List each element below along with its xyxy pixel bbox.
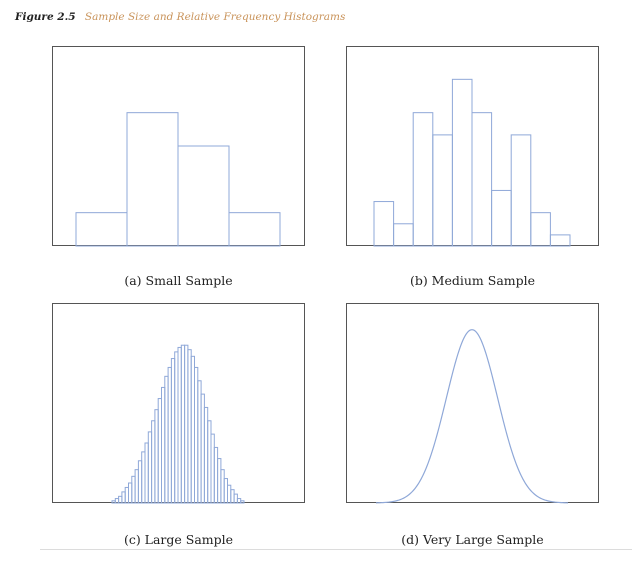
figure-caption: Figure 2.5 Sample Size and Relative Freq… (15, 11, 345, 23)
caption-large-sample: (c) Large Sample (123, 532, 234, 547)
panel-medium-sample (346, 46, 599, 247)
histogram-bar (530, 212, 551, 247)
density-curve (375, 329, 569, 504)
figure-label: Figure 2.5 (15, 11, 76, 23)
caption-very-large-sample: (d) Very Large Sample (401, 532, 544, 547)
histogram-bar (549, 234, 571, 247)
density-curve-very-large-sample (346, 303, 599, 504)
plot-frame (346, 303, 599, 503)
panel-small-sample (52, 46, 305, 247)
histogram-bar (471, 112, 493, 247)
histogram-bar (126, 112, 179, 247)
histogram-bar (412, 112, 434, 247)
histogram-small-sample (52, 46, 305, 247)
histogram-bar (228, 212, 281, 247)
panel-very-large-sample (346, 303, 599, 504)
histogram-medium-sample (346, 46, 599, 247)
bottom-divider (40, 549, 632, 550)
histogram-bar (177, 145, 230, 247)
caption-medium-sample: (b) Medium Sample (409, 273, 536, 288)
histogram-bar (75, 212, 128, 247)
panel-large-sample (52, 303, 305, 504)
histogram-bar (240, 500, 245, 504)
histogram-bar (491, 189, 512, 247)
histogram-bar (373, 201, 395, 247)
figure-title: Sample Size and Relative Frequency Histo… (84, 11, 346, 23)
caption-small-sample: (a) Small Sample (124, 273, 233, 288)
histogram-bar (432, 134, 453, 247)
histogram-bar (451, 78, 473, 247)
histogram-bar (393, 223, 414, 247)
histogram-large-sample (52, 303, 305, 504)
histogram-bar (510, 134, 532, 247)
